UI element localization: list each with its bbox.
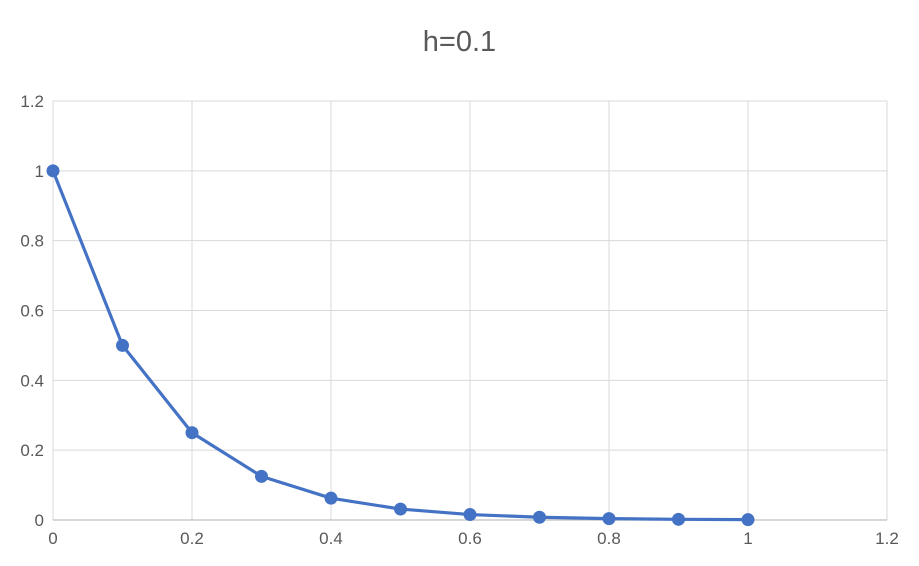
x-tick-label: 0.8	[597, 529, 621, 548]
data-point	[185, 426, 199, 440]
data-point	[394, 502, 407, 516]
data-point	[46, 164, 60, 178]
y-tick-label: 0.2	[20, 441, 44, 460]
x-tick-label: 0.6	[458, 529, 482, 548]
y-tick-label: 0.6	[20, 302, 44, 321]
x-tick-label: 1.2	[875, 529, 899, 548]
x-tick-label: 0.4	[319, 529, 343, 548]
data-point	[533, 510, 546, 524]
data-point	[116, 338, 129, 352]
y-tick-label: 0.8	[20, 232, 44, 251]
y-tick-label: 0	[35, 511, 44, 530]
chart-title: h=0.1	[422, 26, 497, 58]
data-point	[672, 512, 685, 526]
data-point	[255, 469, 268, 483]
y-tick-label: 1	[35, 162, 44, 181]
series-line	[51, 170, 749, 522]
y-tick-label: 0.4	[20, 371, 44, 390]
data-point	[324, 491, 338, 505]
y-tick-label: 1.2	[20, 92, 44, 111]
data-point	[741, 513, 755, 527]
x-tick-label: 0.2	[180, 529, 204, 548]
x-tick-label: 1	[743, 529, 752, 548]
x-tick-label: 0	[48, 529, 57, 548]
data-point	[602, 512, 616, 526]
data-point	[463, 508, 477, 522]
